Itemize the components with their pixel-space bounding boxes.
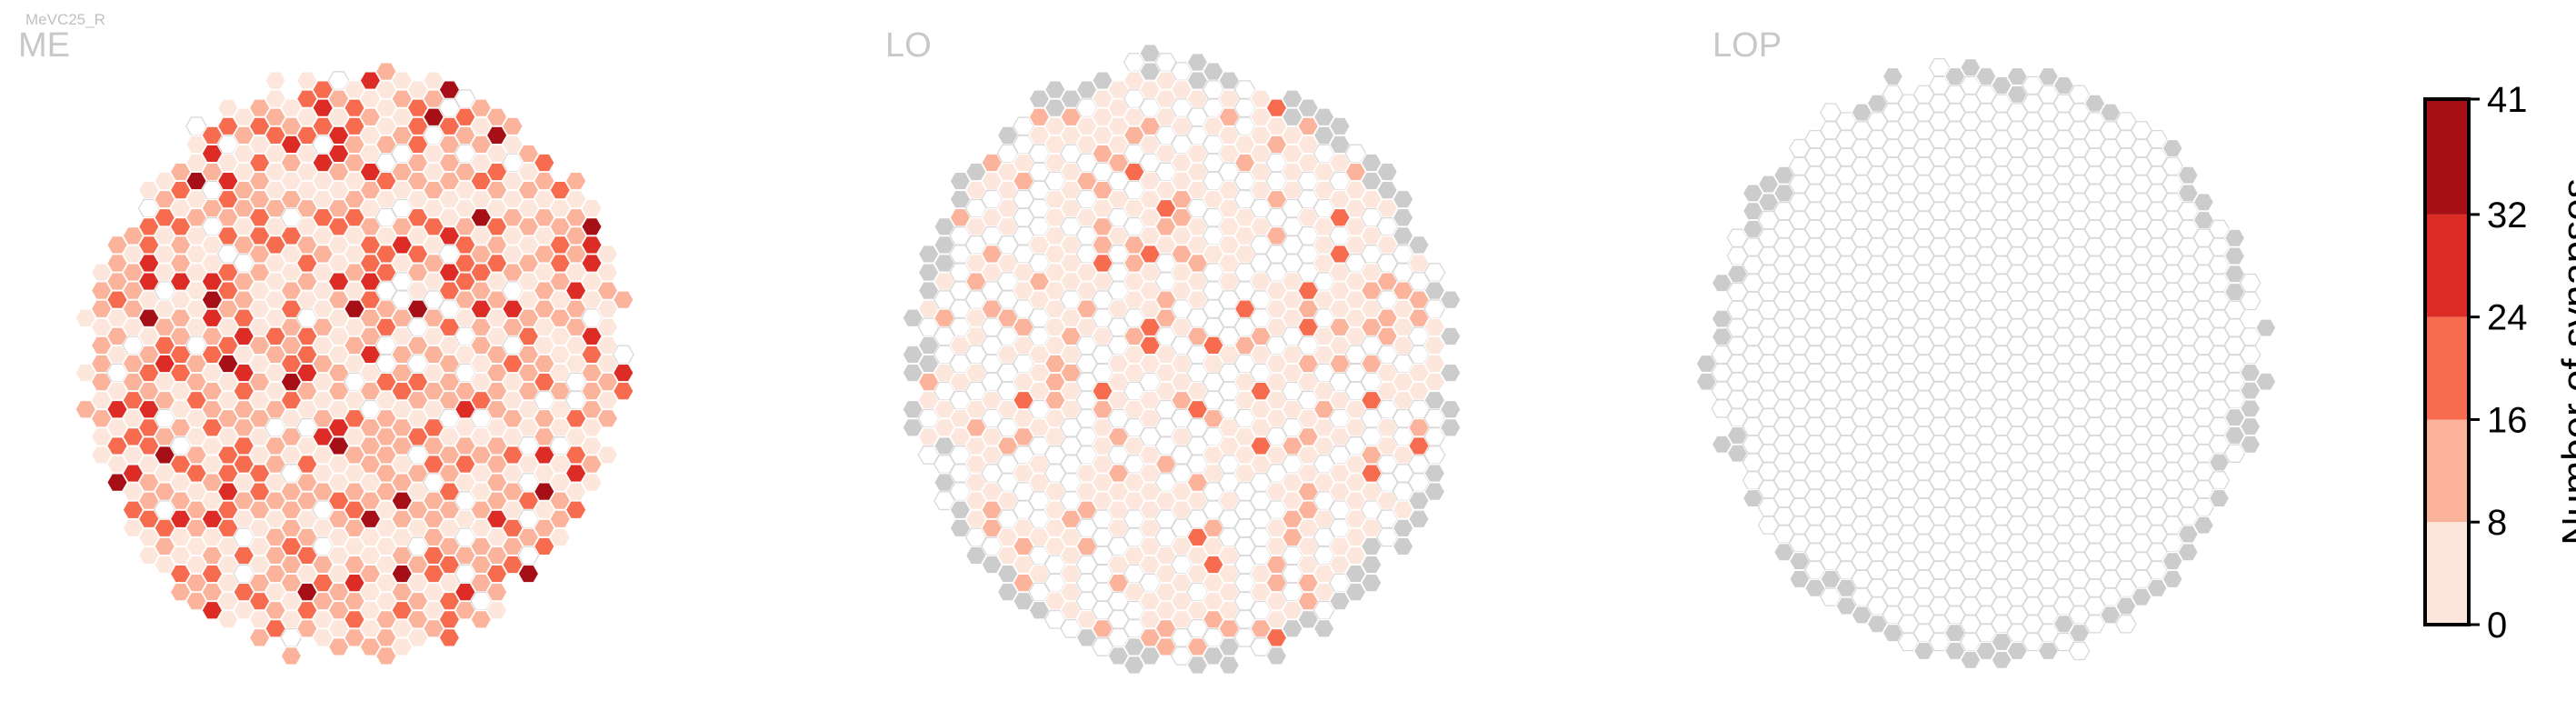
colorbar-tick-label: 0 [2487,606,2507,646]
hex-missing [1407,235,1431,255]
colorbar-frame [2423,97,2471,626]
hex-bin-0-8 [549,527,572,547]
hex-bin-8-16 [485,582,508,602]
hex-bin-0-8 [596,446,619,465]
hex-bin-0-8 [264,71,287,90]
colorbar-bins [2425,99,2469,625]
hex-missing [2239,435,2261,455]
hex-bin-24-32 [612,363,634,383]
colorbar-bin [2425,316,2469,420]
hex-bin-0-8 [580,473,604,492]
hex-missing [1439,363,1462,383]
hex-missing [1360,555,1383,575]
hex-missing [1218,656,1241,675]
hex-missing [2223,228,2246,248]
hex-bin-8-16 [596,408,619,428]
hex-missing [1313,618,1335,638]
hex-bin-32-41 [580,216,604,236]
hex-missing [2162,569,2184,589]
colorbar-tick-label: 32 [2487,195,2528,235]
hex-grid-lo [902,44,1462,675]
colorbar-tick-label: 24 [2487,298,2528,338]
hex-empty [1423,263,1446,282]
hex-bin-8-16 [501,116,524,136]
hex-bin-0-8 [596,263,619,282]
hex-bin-0-8 [596,245,619,264]
hex-missing [1376,162,1399,182]
colorbar-tick-label: 16 [2487,400,2528,440]
hex-bin-16-24 [612,381,634,401]
colorbar-tick-label: 41 [2487,80,2528,120]
hex-missing [2254,318,2277,337]
hex-missing [1439,399,1462,419]
hex-empty [2115,615,2137,634]
hex-empty [612,345,634,365]
colorbar-bin [2425,419,2469,523]
hex-missing [1265,646,1288,666]
hex-empty [2239,345,2261,365]
hex-missing [1882,66,1904,86]
hex-empty [2239,291,2261,311]
colorbar-tick-label: 8 [2487,503,2507,543]
hex-bin-8-16 [612,290,634,310]
hex-missing [2239,416,2261,436]
hex-missing [1423,482,1446,502]
hex-missing [2192,516,2215,535]
hex-missing [2177,543,2200,562]
colorbar-label: Number of synapses [2554,178,2576,546]
hex-empty [2208,471,2231,490]
hex-missing [1328,116,1352,136]
colorbar-bin [2425,99,2469,215]
hex-bin-0-8 [580,198,604,218]
hex-bin-8-16 [564,171,587,191]
hex-empty [2068,641,2091,661]
hex-bin-0-8 [596,317,619,337]
region-label-me: ME [18,26,70,65]
hex-bin-16-24 [564,500,587,520]
hex-missing [2177,165,2200,185]
hex-grid-me [75,62,634,666]
hex-missing [2162,138,2184,158]
colorbar: 0 8 16 24 32 41 Number of synapses [2423,80,2576,646]
hex-missing [1423,464,1446,483]
hex-missing [2239,399,2261,418]
panel-lo: LO [885,26,1462,675]
hex-missing [1392,207,1414,227]
hex-missing [1360,573,1383,593]
hex-missing [1392,536,1414,556]
panel-lop: LOP [1695,26,2277,670]
cell-type-label: MeVC25_R [25,11,105,28]
colorbar-bin [2425,214,2469,317]
hex-bin-32-41 [517,564,540,584]
colorbar-bin [2425,522,2469,625]
hex-missing [2192,193,2215,212]
hex-bin-16-24 [533,153,555,173]
hex-missing [2208,488,2231,508]
hex-bin-16-24 [438,627,461,647]
region-label-lo: LO [885,26,932,65]
hex-bin-8-16 [280,646,303,666]
hex-bin-0-8 [485,600,508,620]
hex-missing [2223,246,2246,265]
hex-missing [1439,417,1462,437]
hex-empty [2239,273,2261,293]
hex-empty [1423,446,1446,465]
hex-grid-lop [1695,57,2277,670]
hex-missing [1439,290,1462,310]
panel-me: ME [18,26,634,666]
hex-missing [1439,326,1462,346]
colorbar-ticks: 0 8 16 24 32 41 [2469,80,2528,646]
hex-missing [2254,372,2277,391]
region-label-lop: LOP [1712,26,1782,65]
hex-missing [1407,509,1431,529]
hex-missing [1392,189,1414,209]
